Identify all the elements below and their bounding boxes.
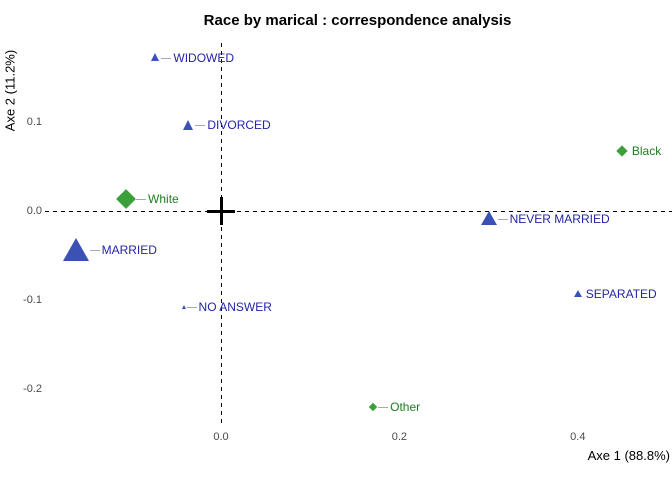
x-tick-0.0: 0.0	[213, 431, 229, 443]
point-label-never-married: NEVER MARRIED	[509, 212, 610, 227]
y-tick-0.1: 0.1	[26, 115, 42, 128]
point-marker-never-married	[480, 211, 497, 226]
leader-line-never-married	[497, 219, 508, 221]
leader-line-no-answer	[186, 307, 197, 309]
point-label-black: Black	[631, 144, 662, 159]
point-marker-divorced	[183, 119, 194, 130]
point-label-separated: SEPARATED	[585, 286, 657, 301]
horizontal-zero-dashed-line	[45, 211, 672, 212]
point-label-divorced: DIVORCED	[207, 118, 271, 133]
point-label-other: Other	[390, 400, 421, 415]
point-marker-separated	[573, 290, 582, 298]
y-axis-label: Axe 2 (11.2%)	[2, 49, 18, 132]
leader-line-married	[89, 250, 100, 252]
y-tick--0.2: -0.2	[23, 383, 42, 396]
point-marker-black	[616, 145, 629, 157]
leader-line-other	[378, 407, 389, 409]
leader-line-divorced	[195, 125, 206, 127]
leader-line-white	[136, 199, 147, 201]
origin-cross-icon	[220, 197, 223, 225]
x-tick-0.2: 0.2	[391, 431, 408, 443]
point-marker-no-answer	[181, 305, 186, 310]
point-label-no-answer: NO ANSWER	[198, 300, 272, 315]
leader-line-widowed	[161, 57, 172, 59]
point-label-white: White	[148, 192, 179, 207]
x-axis-label: Axe 1 (88.8%)	[587, 448, 670, 463]
chart-title: Race by marical : correspondence analysi…	[203, 12, 512, 29]
vertical-zero-dashed-line	[221, 43, 222, 425]
point-marker-other	[368, 402, 377, 412]
point-label-widowed: WIDOWED	[173, 50, 235, 65]
x-tick-0.4: 0.4	[570, 431, 586, 443]
point-marker-widowed	[151, 53, 160, 62]
point-marker-white	[115, 189, 136, 210]
point-label-married: MARRIED	[101, 243, 157, 258]
y-tick-0.0: 0.0	[26, 205, 42, 217]
point-marker-married	[62, 237, 89, 261]
y-tick--0.1: -0.1	[23, 294, 42, 307]
